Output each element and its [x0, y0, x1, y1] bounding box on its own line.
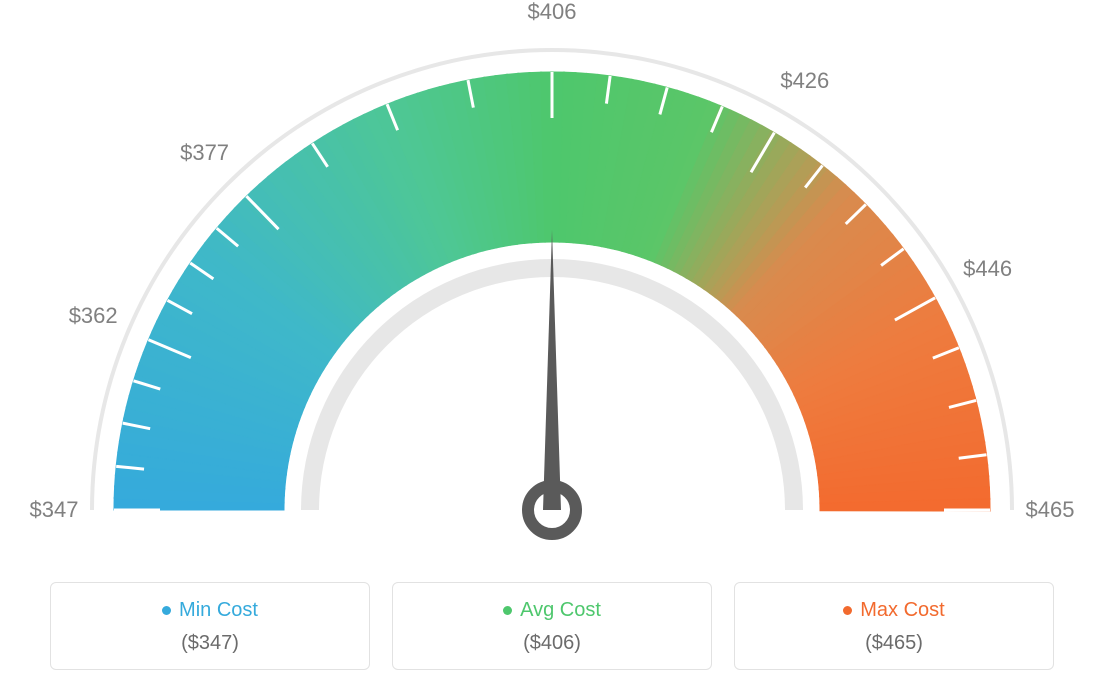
gauge-svg	[0, 0, 1104, 560]
legend-value-max: ($465)	[745, 632, 1043, 655]
gauge-area: $347 $362 $377 $406 $426 $446 $465	[0, 0, 1104, 560]
legend-value-avg: ($406)	[403, 632, 701, 655]
legend-label-min: Min Cost	[179, 599, 258, 622]
legend-label-max: Max Cost	[860, 599, 944, 622]
legend-card-min: Min Cost ($347)	[50, 582, 370, 670]
legend-card-max: Max Cost ($465)	[734, 582, 1054, 670]
legend-label-avg: Avg Cost	[520, 599, 601, 622]
legend-row: Min Cost ($347) Avg Cost ($406) Max Cost…	[0, 582, 1104, 670]
gauge-tick-label: $377	[180, 140, 229, 166]
cost-gauge-chart: $347 $362 $377 $406 $426 $446 $465 Min Cost ($…	[0, 0, 1104, 690]
legend-dot-min	[162, 606, 171, 615]
legend-card-avg: Avg Cost ($406)	[392, 582, 712, 670]
legend-dot-avg	[503, 606, 512, 615]
legend-title-min: Min Cost	[162, 599, 258, 622]
legend-title-avg: Avg Cost	[503, 599, 601, 622]
legend-value-min: ($347)	[61, 632, 359, 655]
gauge-tick-label: $406	[528, 0, 577, 25]
gauge-tick-label: $347	[30, 497, 79, 523]
gauge-tick-label: $446	[963, 256, 1012, 282]
gauge-tick-label: $465	[1026, 497, 1075, 523]
legend-title-max: Max Cost	[843, 599, 944, 622]
legend-dot-max	[843, 606, 852, 615]
gauge-tick-label: $362	[69, 303, 118, 329]
gauge-tick-label: $426	[780, 68, 829, 94]
